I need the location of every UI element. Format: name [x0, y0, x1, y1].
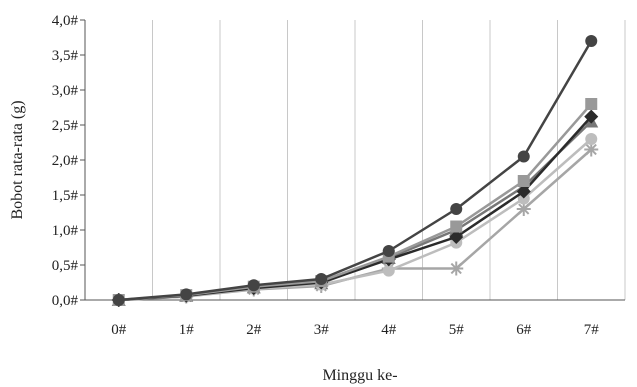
y-tick-label: 0,0# [52, 293, 79, 309]
data-point [585, 98, 598, 110]
data-point [382, 264, 395, 277]
data-point [516, 184, 531, 199]
marker-stroke [585, 143, 597, 156]
data-point [449, 230, 464, 244]
y-tick-labels: 0,0# 0,5# 1,0# 1,5# 2,0# 2,5# 3,0# 3,5# 4,0# [52, 13, 79, 309]
data-point [315, 273, 328, 285]
y-tick-label: 2,5# [52, 118, 79, 134]
x-tick-label: 3# [314, 322, 330, 338]
y-tick-label: 2,0# [52, 153, 79, 169]
data-point [450, 220, 463, 233]
series-line [118, 40, 593, 302]
data-point [449, 261, 464, 276]
data-point [584, 109, 599, 124]
y-tick-label: 1,5# [52, 188, 79, 204]
y-tick-label: 3,0# [52, 83, 79, 99]
x-tick-label: 6# [516, 322, 532, 338]
data-point [382, 245, 395, 257]
y-tick-label: 3,5# [52, 48, 79, 64]
grid-lines [152, 20, 626, 300]
data-point [112, 294, 125, 306]
y-tick-label: 4,0# [52, 13, 79, 29]
data-point [180, 288, 193, 301]
x-tick-labels: 0# 1# 2# 3# 4# 5# 6# 7# [111, 322, 599, 338]
data-point [450, 203, 463, 215]
x-tick-label: 4# [381, 322, 397, 338]
y-axis-title: Bobot rata-rata (g) [9, 100, 26, 219]
x-axis-title: Minggu ke- [322, 367, 397, 384]
x-tick-label: 7# [584, 322, 600, 338]
series-1 [112, 35, 598, 306]
x-tick-label: 5# [449, 322, 465, 338]
data-point [585, 133, 598, 145]
data-point [247, 279, 260, 292]
x-tick-label: 1# [179, 322, 195, 338]
data-point [517, 175, 530, 187]
marker-stroke [450, 262, 462, 275]
data-point [517, 150, 530, 163]
marker-stroke [518, 203, 530, 215]
y-tick-label: 1,0# [52, 223, 79, 239]
data-series [111, 35, 599, 307]
y-tick-label: 0,5# [52, 258, 79, 274]
data-point [585, 35, 598, 47]
axes [80, 19, 625, 301]
x-tick-label: 2# [246, 322, 262, 338]
x-tick-label: 0# [111, 322, 127, 338]
